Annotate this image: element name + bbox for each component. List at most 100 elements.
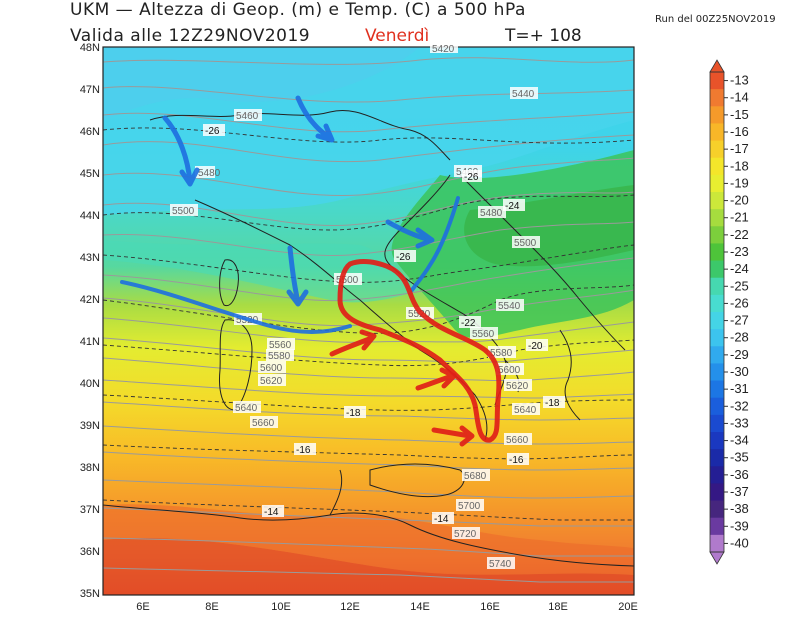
blue-arrow-icon bbox=[295, 95, 333, 141]
colorbar-swatch bbox=[710, 329, 724, 347]
height-label: 5500 bbox=[512, 236, 540, 249]
colorbar-swatch bbox=[710, 414, 724, 433]
blue-arrow-icon bbox=[286, 289, 309, 307]
svg-text:5480: 5480 bbox=[480, 208, 503, 219]
lat-tick-label: 44N bbox=[80, 210, 100, 222]
colorbar-swatch bbox=[710, 123, 724, 142]
colorbar-swatch bbox=[710, 106, 724, 124]
red-arrow-icon bbox=[359, 329, 377, 351]
colorbar-label: -35 bbox=[730, 450, 749, 465]
height-label: 5560 bbox=[267, 338, 295, 351]
height-label: 5500 bbox=[170, 204, 198, 217]
colorbar-label: -22 bbox=[730, 227, 749, 242]
colorbar-label: -24 bbox=[730, 261, 749, 276]
svg-text:5680: 5680 bbox=[464, 471, 487, 482]
blue-trough-line bbox=[120, 280, 352, 334]
colorbar-swatch bbox=[710, 89, 724, 107]
svg-text:5560: 5560 bbox=[472, 329, 495, 340]
colorbar-label: -26 bbox=[730, 295, 749, 310]
svg-text:5480: 5480 bbox=[198, 168, 221, 179]
colorbar-swatch bbox=[710, 312, 724, 330]
svg-text:5560: 5560 bbox=[269, 340, 292, 351]
colorbar-swatch bbox=[710, 226, 724, 244]
temp-label: -16 bbox=[507, 453, 529, 466]
lat-tick-label: 39N bbox=[80, 420, 100, 432]
svg-text:5500: 5500 bbox=[336, 275, 359, 286]
temp-label: -14 bbox=[262, 505, 284, 518]
colorbar-label: -39 bbox=[730, 518, 749, 533]
svg-text:5640: 5640 bbox=[514, 405, 537, 416]
temperature-contours bbox=[103, 127, 634, 521]
colorbar-label: -17 bbox=[730, 141, 749, 156]
svg-text:5660: 5660 bbox=[506, 435, 529, 446]
colorbar-swatch bbox=[710, 192, 724, 210]
blue-arrow-icon bbox=[415, 227, 435, 249]
lat-tick-label: 42N bbox=[80, 294, 100, 306]
colorbar-top-cap bbox=[709, 59, 725, 73]
longitude-axis: 6E 8E 10E 12E 14E 16E 18E 20E bbox=[136, 601, 638, 613]
colorbar: -13 -14 -15 -16 -17 -18 -19 -20 -21 -22 -23 -24 -25 -… bbox=[709, 59, 749, 565]
height-label: 5640 bbox=[512, 403, 540, 416]
svg-text:5500: 5500 bbox=[172, 206, 195, 217]
colorbar-swatch bbox=[710, 346, 724, 364]
height-label: 5640 bbox=[233, 401, 261, 414]
colorbar-label: -40 bbox=[730, 535, 749, 550]
colorbar-label: -25 bbox=[730, 278, 749, 293]
svg-text:5620: 5620 bbox=[506, 381, 529, 392]
blue-arrow-icon bbox=[287, 245, 301, 305]
height-label: 5460 bbox=[234, 109, 262, 122]
svg-text:-22: -22 bbox=[461, 318, 476, 329]
chart-title: UKM — Altezza di Geop. (m) e Temp. (C) a… bbox=[70, 0, 526, 20]
colorbar-label: -29 bbox=[730, 347, 749, 362]
red-arrow-icon bbox=[459, 425, 475, 447]
colorbar-swatch bbox=[710, 449, 724, 467]
colorbar-label: -30 bbox=[730, 364, 749, 379]
colorbar-swatch bbox=[710, 483, 724, 502]
height-label: 5600 bbox=[496, 363, 524, 376]
colorbar-label: -14 bbox=[730, 90, 749, 105]
svg-text:5700: 5700 bbox=[458, 501, 481, 512]
temp-label: -22 bbox=[459, 316, 481, 329]
red-arrow-icon bbox=[431, 427, 473, 439]
annotations bbox=[120, 95, 502, 447]
lat-tick-label: 47N bbox=[80, 84, 100, 96]
height-label: 5620 bbox=[258, 374, 286, 387]
temp-label: -16 bbox=[294, 443, 316, 456]
height-label: 5440 bbox=[510, 87, 538, 100]
blue-arrow-icon bbox=[162, 115, 193, 185]
lat-tick-label: 45N bbox=[80, 168, 100, 180]
colorbar-swatch bbox=[710, 140, 724, 159]
svg-text:5660: 5660 bbox=[252, 418, 275, 429]
colorbar-swatch bbox=[710, 157, 724, 176]
temp-label: -26 bbox=[462, 170, 482, 183]
colorbar-label: -28 bbox=[730, 330, 749, 345]
colorbar-label: -21 bbox=[730, 210, 749, 225]
svg-text:-18: -18 bbox=[346, 408, 361, 419]
svg-text:5580: 5580 bbox=[268, 351, 291, 362]
lat-tick-label: 40N bbox=[80, 378, 100, 390]
height-label: 5720 bbox=[452, 527, 480, 540]
lat-tick-label: 38N bbox=[80, 462, 100, 474]
lon-tick-label: 20E bbox=[618, 601, 638, 613]
colorbar-swatch bbox=[710, 500, 724, 519]
height-label: 5580 bbox=[266, 349, 294, 362]
temp-label: -14 bbox=[432, 512, 454, 525]
temp-label: -20 bbox=[526, 339, 548, 352]
colorbar-swatch bbox=[710, 432, 724, 450]
temp-label: -18 bbox=[344, 406, 366, 419]
height-label: 5740 bbox=[487, 557, 515, 570]
lat-tick-label: 37N bbox=[80, 504, 100, 516]
colorbar-swatch bbox=[710, 517, 724, 536]
lon-tick-label: 6E bbox=[136, 601, 149, 613]
svg-text:5620: 5620 bbox=[260, 376, 283, 387]
height-label: 5540 bbox=[496, 299, 524, 312]
height-label: 5680 bbox=[462, 469, 490, 482]
blue-trough-line bbox=[410, 196, 460, 292]
svg-text:5600: 5600 bbox=[260, 363, 283, 374]
colorbar-label: -33 bbox=[730, 415, 749, 430]
map-frame bbox=[102, 46, 635, 596]
svg-text:-14: -14 bbox=[264, 507, 279, 518]
height-label: 5560 bbox=[470, 327, 498, 340]
height-label: 5500 bbox=[334, 273, 362, 286]
svg-text:-26: -26 bbox=[205, 126, 220, 137]
